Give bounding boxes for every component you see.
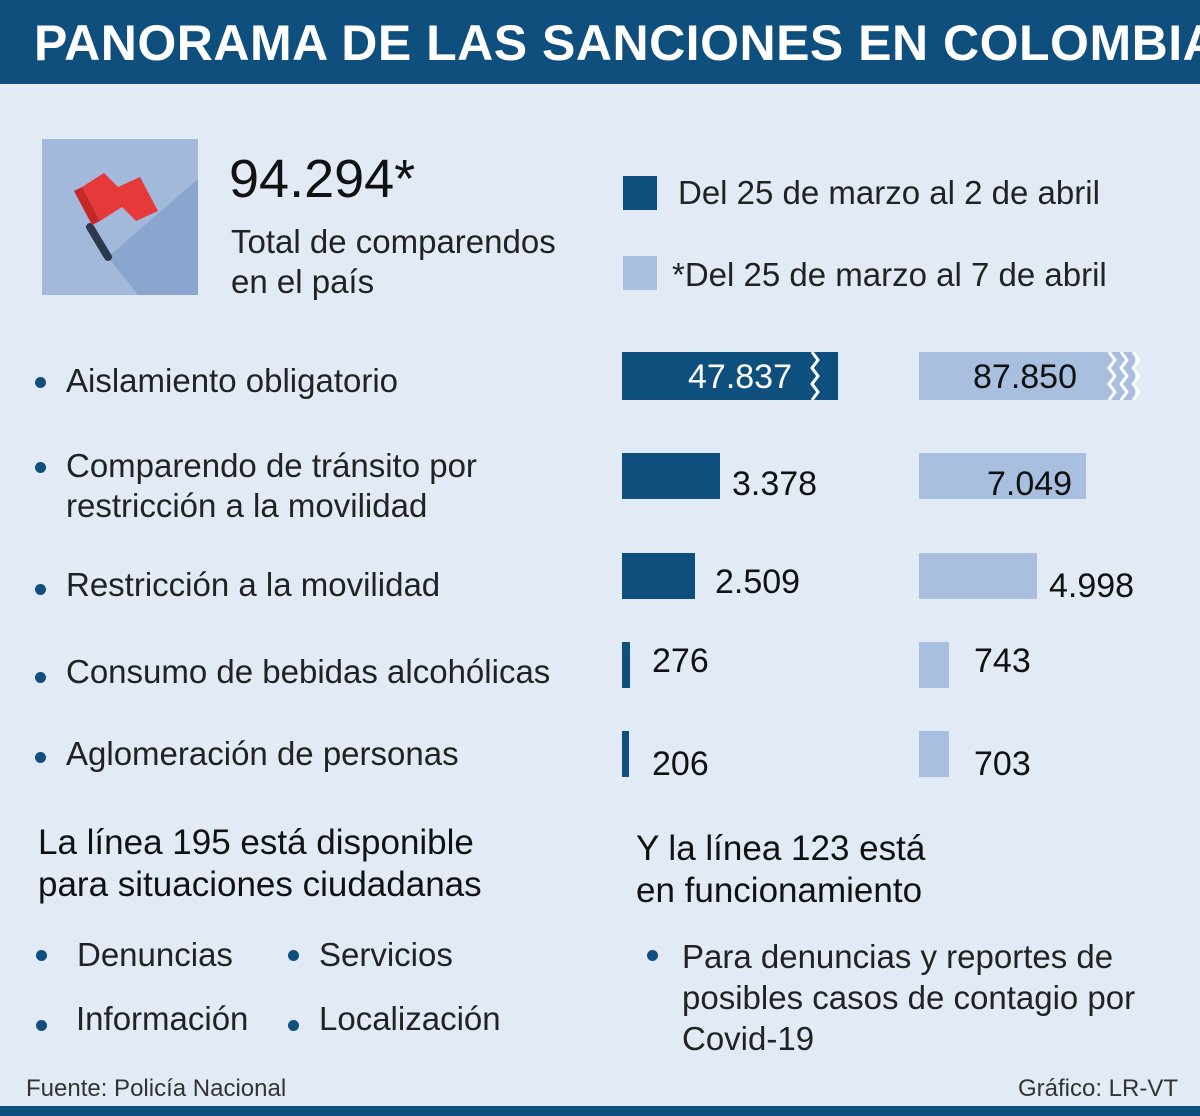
axis-break-mark <box>1119 351 1129 401</box>
bar-group: 3.378 <box>622 453 817 503</box>
bar-value-label: 206 <box>652 745 709 783</box>
bar-group: 206 <box>622 731 709 783</box>
bar-value-label: 4.998 <box>1049 567 1134 605</box>
bar <box>622 642 630 688</box>
bar-group: 743 <box>919 642 1031 688</box>
category-label: Aislamiento obligatorio <box>66 362 399 399</box>
bar <box>919 453 1086 499</box>
bar-value-label: 743 <box>974 642 1031 680</box>
credit-note: Gráfico: LR-VT <box>1017 1075 1178 1102</box>
legend-label-period-1: Del 25 de marzo al 2 de abril <box>678 174 1100 211</box>
bullet-dot <box>35 462 46 473</box>
line-123-title: Y la línea 123 está en funcionamiento <box>636 829 926 910</box>
source-note: Fuente: Policía Nacional <box>26 1075 287 1102</box>
page-title: PANORAMA DE LAS SANCIONES EN COLOMBIA <box>34 15 1200 71</box>
bar-group: 276 <box>622 642 709 688</box>
line-123-note: Para denuncias y reportes de posibles ca… <box>682 938 1136 1057</box>
axis-break-mark <box>1131 351 1141 401</box>
bar-group: 7.049 <box>919 453 1086 503</box>
bar <box>919 642 949 688</box>
bar <box>622 731 629 777</box>
total-fines-value: 94.294* <box>229 149 416 209</box>
legend-swatch-period-1 <box>623 176 657 210</box>
bullet-dot <box>288 950 299 961</box>
bar-group: 87.850 <box>919 351 1141 401</box>
bar-value-label: 47.837 <box>688 358 792 396</box>
bar-group: 703 <box>919 731 1031 783</box>
bullet-dot <box>35 752 46 763</box>
bar-value-label: 276 <box>652 642 709 680</box>
bullet-dot <box>36 950 47 961</box>
bar-value-label: 3.378 <box>732 465 817 503</box>
bullet-dot <box>35 584 46 595</box>
bullet-dot <box>288 1020 299 1031</box>
bar <box>919 352 1135 400</box>
bottom-rule <box>0 1106 1200 1116</box>
line-195-title: La línea 195 está disponible para situac… <box>38 823 482 904</box>
bar <box>919 553 1037 599</box>
category-label: Restricción a la movilidad <box>66 566 441 603</box>
line-195-item: Localización <box>319 1000 501 1037</box>
line-195-item: Denuncias <box>77 936 233 973</box>
total-fines-label: Total de comparendos en el país <box>231 223 556 300</box>
axis-break-mark <box>810 351 820 401</box>
bar <box>919 731 949 777</box>
bar-value-label: 2.509 <box>715 563 800 601</box>
bar <box>622 453 720 499</box>
axis-break-mark <box>1107 351 1117 401</box>
bar-group: 4.998 <box>919 553 1134 605</box>
category-label: Aglomeración de personas <box>66 735 459 772</box>
bar <box>622 352 838 400</box>
bullet-dot <box>647 950 658 961</box>
line-195-item: Servicios <box>319 936 453 973</box>
line-195-item: Información <box>76 1000 249 1037</box>
category-label: Consumo de bebidas alcohólicas <box>66 653 551 690</box>
category-label: Comparendo de tránsito por restricción a… <box>66 447 477 524</box>
bar-group: 47.837 <box>622 351 838 401</box>
legend-swatch-period-2 <box>623 256 657 290</box>
header-banner: PANORAMA DE LAS SANCIONES EN COLOMBIA <box>0 0 1200 84</box>
bar <box>622 553 695 599</box>
bar-value-label: 703 <box>974 745 1031 783</box>
legend-label-period-2: *Del 25 de marzo al 7 de abril <box>672 256 1107 293</box>
red-flag-icon <box>42 139 198 295</box>
bullet-dot <box>36 1020 47 1031</box>
bar-value-label: 87.850 <box>973 358 1077 396</box>
bar-value-label: 7.049 <box>987 465 1072 503</box>
bullet-dot <box>35 672 46 683</box>
bar-group: 2.509 <box>622 553 800 601</box>
bullet-dot <box>35 377 46 388</box>
